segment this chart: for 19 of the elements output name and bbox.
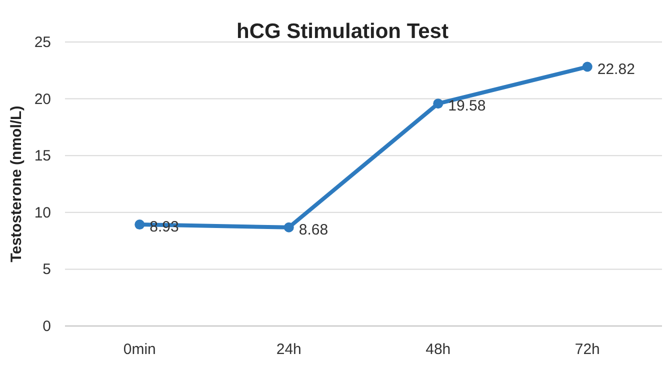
point: [433, 98, 444, 109]
y-tick-label: 10: [34, 204, 51, 222]
y-tick-label: 5: [42, 261, 51, 278]
point: [284, 222, 294, 232]
y-tick-label: 15: [34, 148, 51, 165]
x-tick-label: 48h: [426, 341, 451, 358]
data-label: 19.58: [448, 98, 486, 115]
x-tick-label: 72h: [574, 341, 600, 358]
y-axis-title: Testosterone (nmol/L): [8, 106, 25, 262]
x-tick-label: 0min: [123, 341, 156, 358]
y-tick-label: 25: [34, 34, 51, 51]
y-tick-label: 20: [34, 90, 51, 108]
data-label: 22.82: [597, 60, 635, 78]
point: [582, 62, 592, 72]
data-label: 8.68: [298, 221, 328, 238]
x-tick-label: 24h: [276, 341, 302, 358]
point: [134, 220, 145, 230]
y-tick-label: 0: [42, 318, 51, 335]
chart-title: hCG Stimulation Test: [236, 20, 448, 43]
